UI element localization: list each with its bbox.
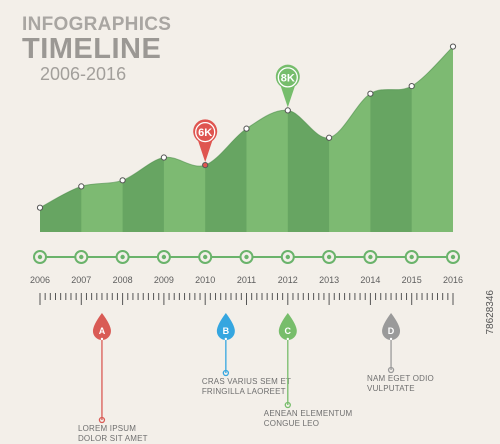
callout-label: 6K [198,127,212,139]
data-point [408,82,415,90]
area-band [370,46,413,232]
title-years-range: 2006-2016 [40,64,127,84]
marker-dot [389,337,393,341]
stock-id: 78628346 [485,290,496,335]
marker-drop [92,313,111,340]
marker-end [98,416,106,424]
data-point [36,204,44,211]
timeline-node-dot [79,254,84,260]
marker-drop [278,313,297,341]
marker-drop [382,313,401,340]
marker-text: CONGUE LEO [264,419,319,428]
timeline-node-dot [326,254,332,260]
data-point [284,107,291,114]
area-band [122,46,165,232]
marker-letter: D [388,326,395,336]
marker-text: VULPUTATE [367,384,415,393]
year-label: 2009 [154,275,174,285]
year-label: 2014 [360,275,380,285]
marker-text: LOREM IPSUM [78,424,136,433]
marker-text: CRAS VARIUS SEM ET [202,377,291,386]
marker-text: DOLOR SIT AMET [78,434,148,443]
marker-text: FRINGILLA LAOREET [202,387,286,396]
callout-label: 8K [281,72,295,84]
data-point [119,177,126,184]
timeline-node-dot [203,254,208,260]
year-label: 2006 [30,275,50,285]
marker-letter: B [223,326,230,336]
marker-text: AENEAN ELEMENTUM [264,409,353,418]
year-label: 2008 [113,275,133,285]
title-infographics: INFOGRAPHICS [22,14,172,35]
marker-dot [286,337,289,341]
timeline-node-dot [161,254,167,260]
marker-letter: A [99,326,106,336]
year-label: 2013 [319,275,339,285]
marker-letter: C [285,326,292,336]
pin-ring [277,67,298,88]
timeline-node-dot [409,254,414,260]
area-band [205,46,247,232]
area-band [329,46,371,232]
area-band [40,46,82,232]
year-label: 2016 [443,275,463,285]
data-point [160,154,167,161]
value-callouts: 6K 8K [193,64,300,163]
timeline-node-dot [285,254,290,260]
area-band [81,46,124,232]
callout-pin: 6K [193,119,218,163]
data-point [367,90,374,97]
data-point [326,134,333,141]
area-band [246,46,289,232]
year-label: 2011 [237,275,256,285]
year-label: 2012 [278,275,298,285]
year-label: 2015 [402,275,422,285]
marker-dot [100,337,104,341]
area-band [411,46,453,232]
marker-text: NAM EGET ODIO [367,374,434,383]
title-timeline: TIMELINE [22,33,162,65]
year-label: 2010 [195,275,215,285]
data-point [202,162,209,169]
area-band [287,46,330,232]
marker-end [387,366,395,374]
data-points [36,43,457,211]
timeline-node-dot [120,254,125,260]
ruler-ticks [39,293,454,305]
area-band [163,46,206,232]
marker-end [284,401,291,409]
callout-pin: 8K [275,64,300,108]
marker-drop [216,313,235,340]
timeline-node-dot [37,254,43,260]
data-point [243,125,250,132]
marker-dot [224,337,228,341]
timeline-node-dot [450,254,456,260]
data-point [78,183,85,190]
timeline-axis: 2006 2007 2008 2009 2010 2011 2012 2013 2014 2015… [30,250,463,285]
timeline-node-dot [368,254,373,260]
year-label: 2007 [71,275,91,285]
pin-shape [275,64,300,108]
pin-shape [193,119,218,163]
area-bands [40,46,453,232]
timeline-node-dot [244,254,249,260]
marker-end [222,369,230,377]
data-point [449,43,457,50]
pin-ring [195,121,216,143]
